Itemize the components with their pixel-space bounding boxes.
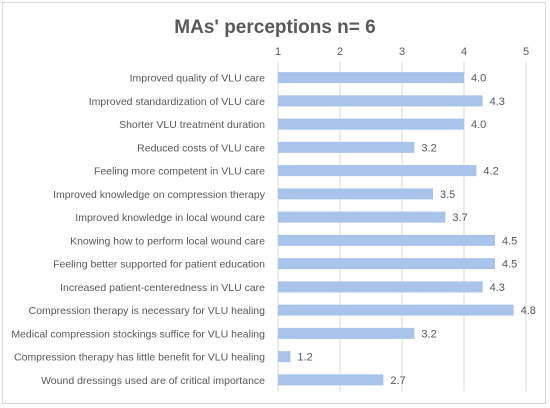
category-label: Improved standardization of VLU care (89, 96, 265, 108)
category-label: Medical compression stockings suffice fo… (11, 328, 265, 340)
bar (278, 374, 384, 386)
bar (278, 281, 483, 293)
bar (278, 165, 477, 177)
x-tick-label: 1 (275, 46, 281, 58)
data-label: 3.2 (421, 328, 436, 340)
data-label: 4.5 (502, 235, 517, 247)
category-label: Compression therapy has little benefit f… (14, 352, 265, 364)
category-label: Feeling more competent in VLU care (94, 166, 265, 178)
bar (278, 118, 464, 130)
data-label: 4.2 (483, 166, 498, 178)
category-label: Compression therapy is necessary for VLU… (29, 305, 266, 317)
data-label: 2.7 (390, 375, 405, 387)
data-label: 4.3 (490, 282, 505, 294)
data-label: 4.0 (471, 119, 486, 131)
category-label: Improved knowledge on compression therap… (53, 189, 266, 201)
category-label: Feeling better supported for patient edu… (53, 259, 265, 271)
bar (278, 188, 433, 200)
category-label: Shorter VLU treatment duration (119, 119, 265, 131)
bar (278, 327, 415, 339)
category-label: Improved quality of VLU care (130, 73, 266, 85)
category-label: Increased patient-centeredness in VLU ca… (60, 282, 265, 294)
data-label: 4.3 (490, 96, 505, 108)
bar (278, 351, 291, 363)
bar (278, 72, 464, 84)
data-label: 3.7 (452, 212, 467, 224)
bar (278, 95, 483, 107)
x-tick-label: 3 (399, 46, 405, 58)
data-label: 4.8 (521, 305, 536, 317)
bar (278, 211, 446, 223)
data-label: 1.2 (297, 352, 312, 364)
bar (278, 258, 495, 270)
x-tick-label: 4 (461, 46, 467, 58)
bar (278, 304, 514, 316)
category-label: Knowing how to perform local wound care (70, 235, 265, 247)
bar (278, 141, 415, 153)
x-tick-label: 2 (337, 46, 343, 58)
x-tick-label: 5 (523, 46, 529, 58)
chart-title: MAs' perceptions n= 6 (174, 17, 376, 38)
data-label: 4.5 (502, 259, 517, 271)
category-label: Wound dressings used are of critical imp… (41, 375, 265, 387)
chart-frame: MAs' perceptions n= 6 (2, 2, 546, 404)
data-label: 4.0 (471, 73, 486, 85)
bar (278, 234, 495, 246)
data-label: 3.2 (421, 142, 436, 154)
category-label: Reduced costs of VLU care (137, 142, 265, 154)
category-label: Improved knowledge in local wound care (75, 212, 265, 224)
data-label: 3.5 (440, 189, 455, 201)
